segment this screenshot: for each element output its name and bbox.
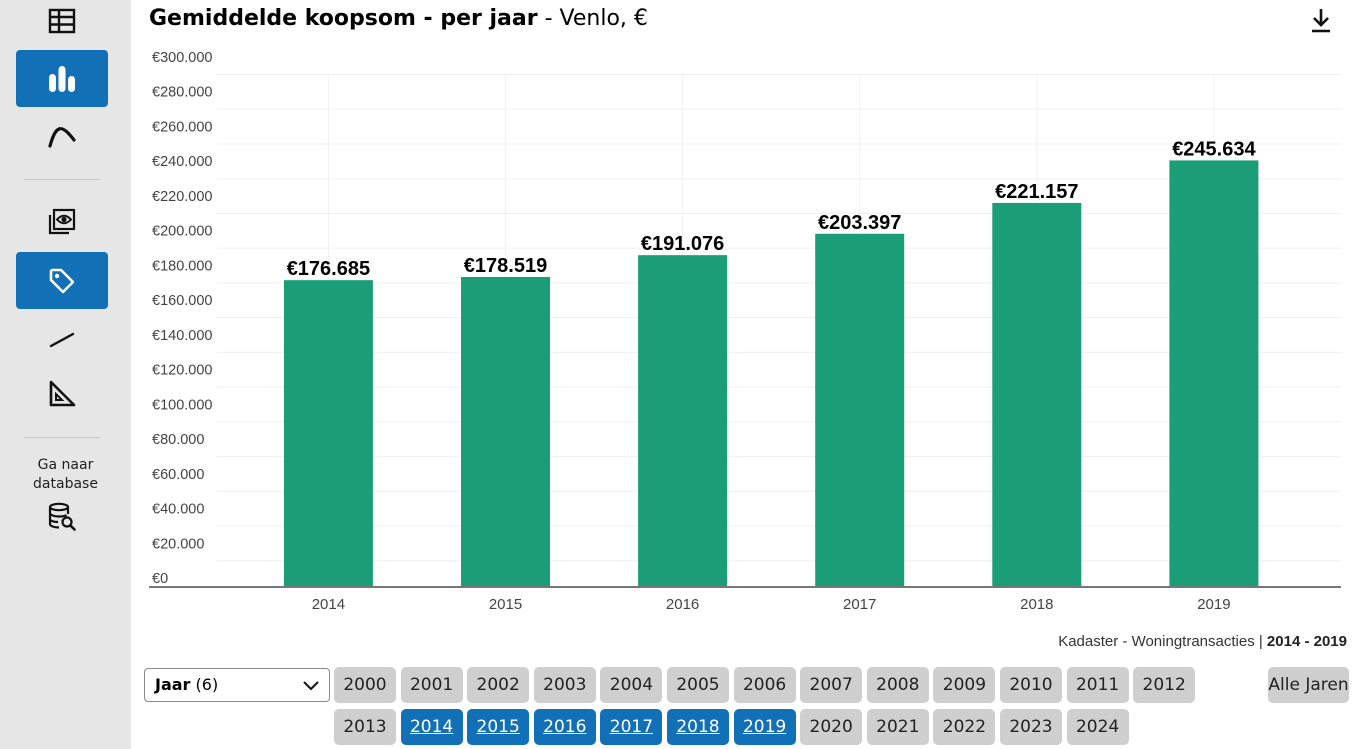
x-tick-label: 2018 — [1020, 596, 1053, 613]
area-button[interactable] — [16, 365, 108, 422]
year-button-2001[interactable]: 2001 — [400, 667, 463, 703]
database-search-icon — [48, 502, 76, 531]
year-button-2020[interactable]: 2020 — [800, 709, 863, 745]
y-tick-label: €240.000 — [152, 154, 212, 170]
year-button-2014[interactable]: 2014 — [400, 709, 463, 745]
line-chart-button[interactable] — [16, 106, 108, 163]
y-tick-label: €160.000 — [152, 293, 212, 309]
data-label: €178.519 — [464, 255, 547, 277]
year-button-2010[interactable]: 2010 — [1000, 667, 1062, 703]
year-button-2023[interactable]: 2023 — [1000, 709, 1062, 745]
year-button-2022[interactable]: 2022 — [933, 709, 996, 745]
data-label: €191.076 — [641, 233, 724, 255]
x-tick-label: 2016 — [666, 596, 699, 613]
sidebar-divider — [24, 179, 100, 180]
year-selector-label: Jaar — [155, 675, 191, 694]
x-tick-label: 2015 — [489, 596, 522, 613]
year-button-2016[interactable]: 2016 — [533, 709, 596, 745]
triangle-ruler-icon — [49, 380, 76, 406]
year-selector-count: (6) — [190, 675, 219, 694]
bar — [992, 202, 1082, 587]
year-button-2024[interactable]: 2024 — [1066, 709, 1129, 745]
y-tick-label: €260.000 — [152, 119, 212, 135]
trend-line-button[interactable] — [16, 310, 108, 367]
year-button-2018[interactable]: 2018 — [667, 709, 729, 745]
database-label-line1: Ga naar — [37, 457, 94, 473]
sidebar: Ga naar database — [0, 0, 131, 749]
bar — [815, 233, 905, 587]
chart-title-sub: - Venlo, € — [537, 6, 648, 31]
year-button-2012[interactable]: 2012 — [1133, 667, 1196, 703]
database-button[interactable] — [16, 488, 108, 545]
curve-icon — [48, 126, 76, 148]
year-button-2002[interactable]: 2002 — [467, 667, 530, 703]
price-tag-button[interactable] — [16, 252, 108, 309]
data-label: €245.634 — [1172, 138, 1256, 160]
y-tick-label: €220.000 — [152, 189, 212, 205]
all-years-button[interactable]: Alle Jaren — [1268, 667, 1349, 703]
x-tick-label: 2017 — [843, 596, 876, 613]
source-range: 2014 - 2019 — [1266, 633, 1347, 650]
year-button-2017[interactable]: 2017 — [600, 709, 663, 745]
year-button-2019[interactable]: 2019 — [733, 709, 796, 745]
view-button[interactable] — [16, 193, 108, 250]
year-button-2007[interactable]: 2007 — [800, 667, 863, 703]
year-button-2008[interactable]: 2008 — [866, 667, 929, 703]
database-link-label[interactable]: Ga naar database — [0, 456, 131, 494]
bar-chart-button[interactable] — [16, 50, 108, 107]
year-selector-dropdown[interactable]: Jaar (6) — [144, 668, 330, 702]
bar — [1169, 160, 1259, 587]
year-button-2005[interactable]: 2005 — [667, 667, 729, 703]
y-tick-label: €300.000 — [152, 50, 212, 66]
sidebar-divider — [24, 437, 100, 438]
chart-title: Gemiddelde koopsom - per jaar - Venlo, € — [149, 6, 648, 31]
download-button[interactable] — [1307, 6, 1335, 36]
year-button-2021[interactable]: 2021 — [866, 709, 929, 745]
bar — [638, 255, 728, 587]
year-button-2004[interactable]: 2004 — [600, 667, 663, 703]
source-text: Kadaster - Woningtransacties | — [1058, 633, 1267, 650]
chart-title-main: Gemiddelde koopsom - per jaar — [149, 6, 538, 31]
y-tick-label: €60.000 — [152, 467, 204, 483]
year-button-2000[interactable]: 2000 — [334, 667, 396, 703]
table-icon — [48, 8, 76, 33]
year-button-2013[interactable]: 2013 — [334, 709, 396, 745]
x-tick-label: 2019 — [1197, 596, 1230, 613]
chevron-down-icon — [303, 681, 319, 691]
y-tick-label: €180.000 — [152, 258, 212, 274]
y-tick-label: €20.000 — [152, 536, 204, 552]
year-button-2009[interactable]: 2009 — [933, 667, 996, 703]
y-tick-label: €200.000 — [152, 224, 212, 240]
y-tick-label: €80.000 — [152, 432, 204, 448]
y-tick-label: €280.000 — [152, 85, 212, 101]
y-tick-label: €140.000 — [152, 328, 212, 344]
main-panel: Gemiddelde koopsom - per jaar - Venlo, €… — [131, 0, 1366, 749]
bar-chart-icon — [49, 65, 75, 92]
year-button-2003[interactable]: 2003 — [533, 667, 596, 703]
year-button-2011[interactable]: 2011 — [1066, 667, 1129, 703]
x-tick-label: 2014 — [312, 596, 345, 613]
y-tick-label: €120.000 — [152, 363, 212, 379]
bar-chart: €0 €20.000 €40.000 €60.000 €80.000 €100.000 €1… — [149, 50, 1341, 613]
bar — [283, 280, 373, 587]
y-tick-label: €0 — [152, 571, 168, 587]
year-button-2006[interactable]: 2006 — [733, 667, 796, 703]
data-label: €221.157 — [995, 181, 1078, 203]
tag-icon — [49, 268, 75, 293]
source-note: Kadaster - Woningtransacties | 2014 - 20… — [1058, 633, 1347, 650]
data-label: €203.397 — [818, 212, 901, 234]
y-tick-label: €100.000 — [152, 397, 212, 413]
download-icon — [1312, 9, 1330, 33]
bar — [461, 276, 550, 587]
line-icon — [49, 332, 75, 347]
database-label-line2: database — [33, 476, 98, 492]
year-button-2015[interactable]: 2015 — [467, 709, 530, 745]
data-label: €176.685 — [287, 258, 370, 280]
table-view-button[interactable] — [16, 0, 108, 49]
y-tick-label: €40.000 — [152, 502, 204, 518]
eye-gallery-icon — [48, 208, 76, 234]
